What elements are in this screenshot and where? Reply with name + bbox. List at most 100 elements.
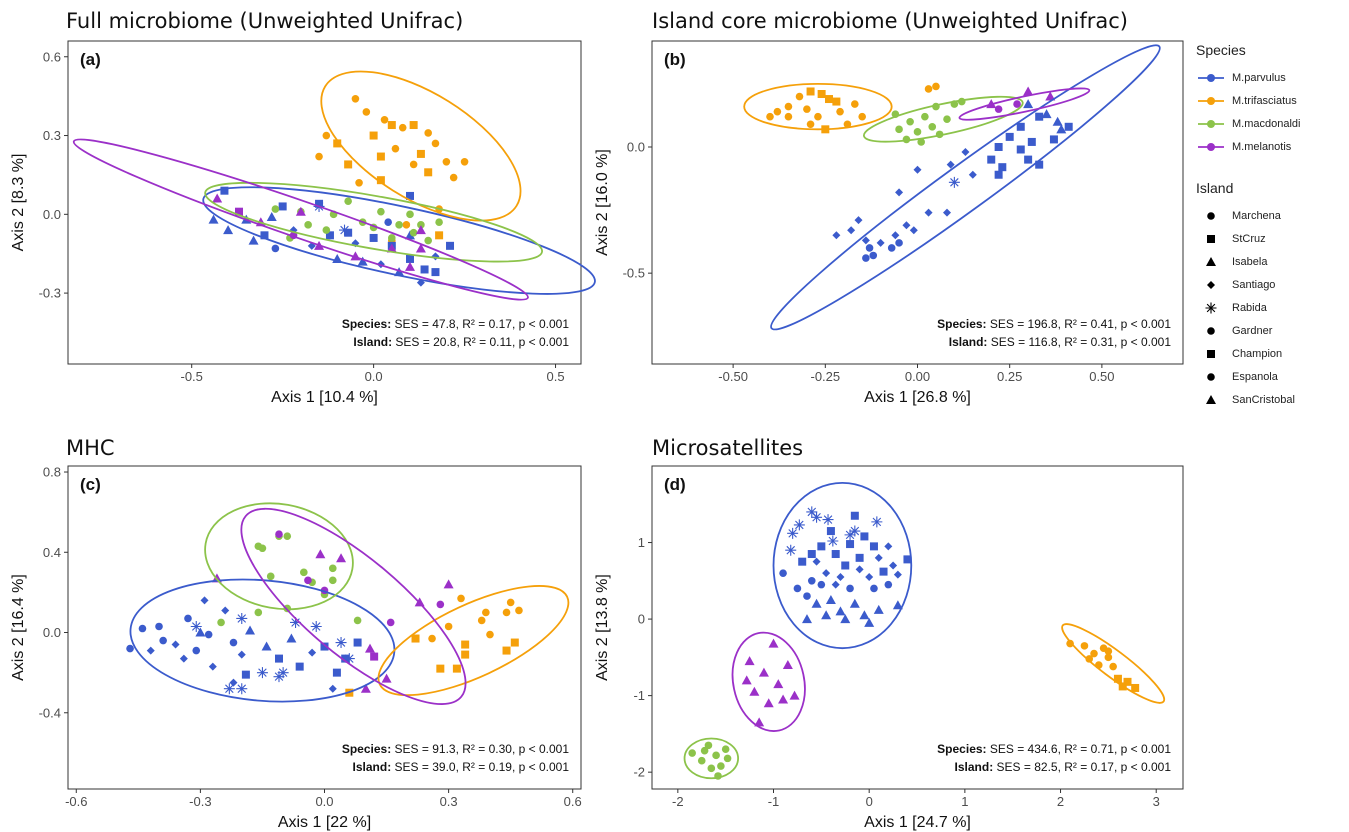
- data-point: [415, 225, 426, 235]
- legend-shape-icon: [1207, 349, 1215, 358]
- legend-shape-icon: [1207, 234, 1215, 243]
- data-point: [932, 82, 940, 91]
- x-tick-label: 0.0: [365, 369, 383, 384]
- legend-key-icon: [1198, 142, 1224, 151]
- data-point: [825, 594, 836, 604]
- data-point: [741, 675, 752, 685]
- data-point: [283, 532, 292, 541]
- data-point: [1024, 155, 1033, 164]
- x-tick-label: -0.5: [180, 369, 202, 384]
- legend-island-item: Santiago: [1196, 273, 1346, 296]
- data-point: [814, 112, 822, 121]
- data-point: [1080, 642, 1089, 650]
- stats-value: SES = 20.8, R² = 0.11, p < 0.001: [392, 335, 569, 349]
- y-tick-label: 0.8: [43, 465, 61, 480]
- data-point: [409, 228, 418, 237]
- y-axis-label: Axis 2 [13.8 %]: [594, 574, 611, 681]
- data-point: [343, 653, 355, 665]
- plot-frame: [67, 465, 582, 790]
- data-point: [420, 265, 429, 274]
- data-point: [217, 618, 225, 627]
- legend-species-list: M.parvulus M.trifasciatus M.macdonaldi M.me…: [1196, 66, 1346, 158]
- legend-key-icon: [1198, 96, 1224, 105]
- y-tick-label: -0.4: [39, 705, 61, 720]
- stats-label: Island:: [353, 760, 392, 774]
- legend-island-item: StCruz: [1196, 227, 1346, 250]
- data-point: [290, 616, 302, 628]
- data-point: [798, 557, 807, 566]
- confidence-ellipse: [743, 82, 893, 131]
- data-point: [126, 644, 134, 653]
- legend-key-icon: [1207, 280, 1215, 289]
- data-point: [928, 122, 937, 131]
- data-point: [817, 89, 826, 98]
- data-point: [744, 656, 755, 666]
- data-point: [449, 173, 458, 182]
- data-point: [461, 650, 470, 659]
- stats-annotation: Species: SES = 196.8, R² = 0.41, p < 0.0…: [937, 317, 1171, 331]
- data-point: [849, 598, 860, 608]
- stats-value: SES = 47.8, R² = 0.17, p < 0.001: [391, 317, 569, 331]
- data-point: [146, 646, 155, 655]
- data-point: [310, 620, 322, 632]
- data-point: [1041, 109, 1052, 119]
- data-point: [1016, 145, 1025, 154]
- data-point: [200, 596, 209, 605]
- data-point: [943, 208, 951, 217]
- data-point: [266, 211, 277, 221]
- y-tick-label: 0.3: [43, 128, 61, 143]
- data-point: [758, 667, 769, 677]
- data-point: [452, 664, 461, 673]
- data-point: [860, 532, 869, 541]
- data-point: [443, 579, 454, 589]
- data-point: [351, 94, 360, 103]
- data-point: [442, 157, 451, 166]
- legend-island-item: Rabida: [1196, 296, 1346, 319]
- stats-value: SES = 39.0, R² = 0.19, p < 0.001: [391, 760, 569, 774]
- data-point: [874, 553, 883, 562]
- data-point: [768, 638, 779, 648]
- data-point: [398, 123, 407, 132]
- data-point: [721, 745, 730, 753]
- data-point: [827, 535, 839, 547]
- data-point: [344, 228, 353, 237]
- data-point: [229, 638, 238, 647]
- data-point: [320, 642, 329, 651]
- confidence-ellipse: [204, 181, 543, 263]
- y-tick-label: -1: [633, 688, 645, 703]
- data-point: [913, 165, 922, 174]
- data-point: [271, 244, 280, 253]
- stats-annotation: Species: SES = 434.6, R² = 0.71, p < 0.0…: [937, 742, 1171, 756]
- data-point: [688, 749, 696, 757]
- data-point: [811, 511, 823, 523]
- data-point: [353, 638, 362, 647]
- data-point: [787, 527, 799, 539]
- data-point: [1131, 683, 1140, 692]
- data-point: [1056, 124, 1067, 134]
- data-point: [256, 667, 268, 679]
- data-point: [328, 576, 337, 585]
- data-point: [1027, 137, 1036, 146]
- legend-species-item: M.parvulus: [1196, 66, 1346, 89]
- data-point: [274, 654, 283, 663]
- data-point: [826, 527, 835, 536]
- legend-item-label: Rabida: [1232, 301, 1267, 314]
- confidence-ellipse: [129, 578, 396, 703]
- x-tick-label: 1: [961, 794, 968, 809]
- data-point: [707, 764, 716, 773]
- legend-species-title: Species: [1196, 42, 1246, 58]
- y-tick-label: -2: [633, 765, 645, 780]
- plot-frame: [67, 40, 582, 365]
- data-point: [431, 139, 440, 148]
- panel-c: -0.6 -0.3 0.0 0.3 0.6 -0.4 0.0 0.4 0.8 Axis 1 [22…: [10, 465, 582, 831]
- data-point: [388, 234, 396, 242]
- x-tick-label: 0.25: [997, 369, 1022, 384]
- confidence-ellipse: [772, 481, 913, 650]
- legend-shape-icon: [1207, 326, 1215, 335]
- x-tick-label: 0.50: [1089, 369, 1114, 384]
- data-point: [961, 148, 970, 157]
- data-point: [749, 686, 760, 696]
- data-point: [723, 754, 732, 763]
- data-point: [850, 511, 859, 520]
